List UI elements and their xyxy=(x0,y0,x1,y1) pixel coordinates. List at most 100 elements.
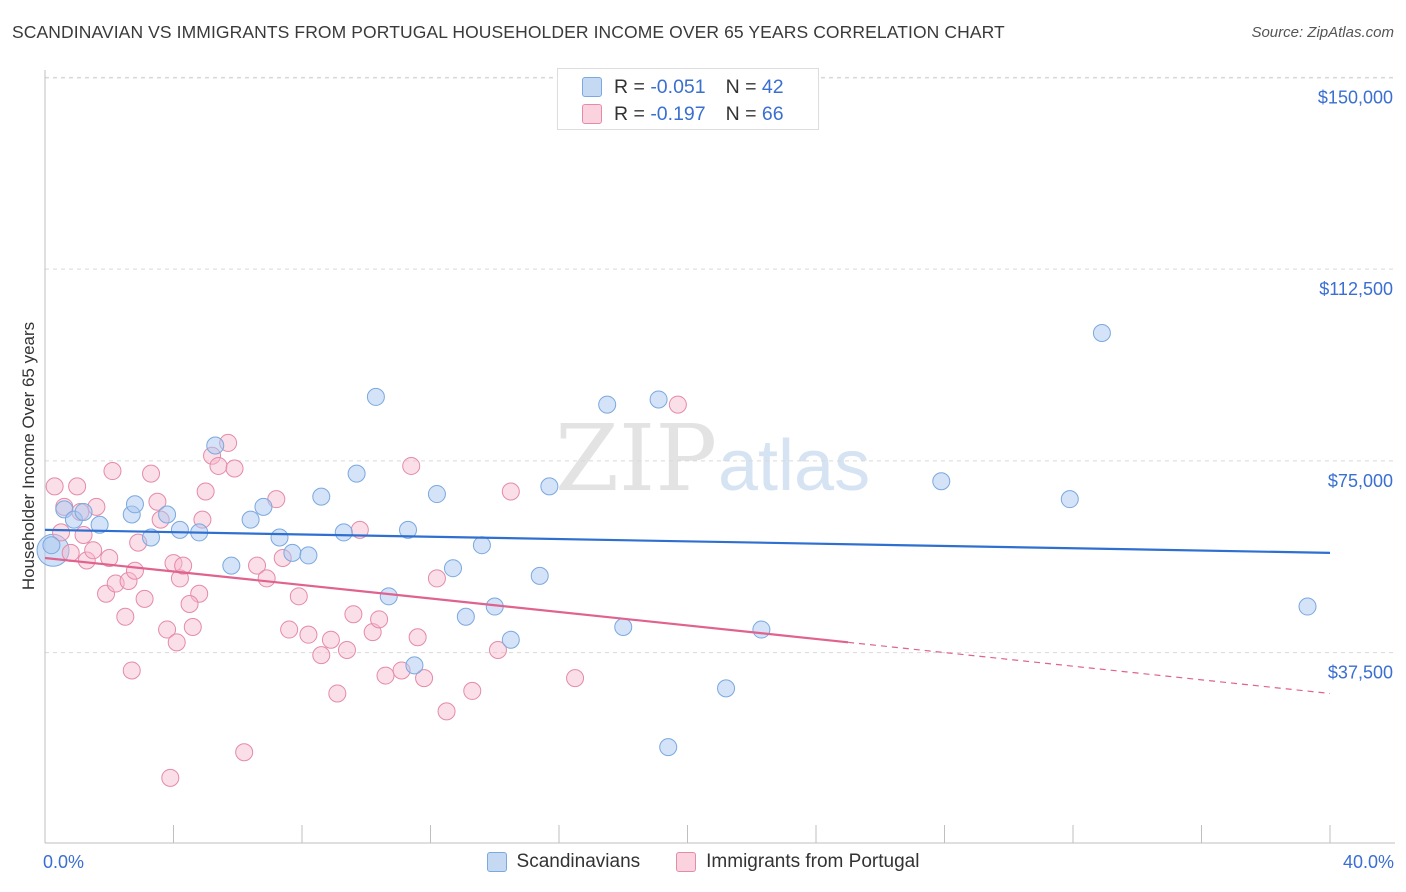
data-point-portugal xyxy=(180,594,199,613)
r-label: R = xyxy=(614,102,645,125)
watermark-zip: ZIP xyxy=(555,405,717,512)
r-value: -0.197 xyxy=(650,102,706,125)
data-point-portugal xyxy=(183,617,202,636)
data-point-scandinavians xyxy=(254,497,273,516)
portugal-legend-swatch xyxy=(676,852,697,872)
data-point-portugal xyxy=(167,633,186,652)
data-point-portugal xyxy=(312,646,331,665)
x-tick-max: 40.0% xyxy=(1342,852,1394,872)
data-point-scandinavians xyxy=(659,738,678,757)
scandinavians-legend-swatch xyxy=(486,852,507,872)
data-point-portugal xyxy=(408,628,427,647)
data-point-portugal xyxy=(427,569,446,588)
data-point-scandinavians xyxy=(158,505,177,524)
r-label: R = xyxy=(614,75,645,98)
data-point-scandinavians xyxy=(170,520,189,539)
y-tick-label: $112,500 xyxy=(1319,279,1393,299)
data-point-scandinavians xyxy=(206,436,225,455)
data-point-scandinavians xyxy=(405,656,424,675)
chart-title: SCANDINAVIAN VS IMMIGRANTS FROM PORTUGAL… xyxy=(12,22,1005,42)
data-point-scandinavians xyxy=(222,556,241,575)
data-point-scandinavians xyxy=(74,502,93,521)
data-point-portugal xyxy=(501,482,520,501)
data-point-portugal xyxy=(161,768,180,787)
data-point-scandinavians xyxy=(334,523,353,542)
data-point-portugal xyxy=(122,661,141,680)
data-point-portugal xyxy=(376,666,395,685)
data-point-portugal xyxy=(248,556,267,575)
scandinavians-swatch xyxy=(582,77,602,97)
data-point-scandinavians xyxy=(283,543,302,562)
data-point-portugal xyxy=(84,541,103,560)
data-point-scandinavians xyxy=(717,679,736,698)
data-point-portugal xyxy=(225,459,244,478)
data-point-scandinavians xyxy=(540,477,559,496)
data-point-scandinavians xyxy=(347,464,366,483)
data-point-scandinavians xyxy=(142,528,161,547)
data-point-portugal xyxy=(68,477,87,496)
stats-row-portugal: R = -0.197 N = 66 xyxy=(582,101,784,127)
portugal-swatch xyxy=(582,104,602,124)
n-value: 42 xyxy=(761,75,784,98)
trend-line-portugal-extrapolated xyxy=(848,641,1331,695)
trend-line-portugal xyxy=(44,556,849,644)
data-point-scandinavians xyxy=(1298,597,1317,616)
data-point-portugal xyxy=(148,492,167,511)
trend-line-scandinavians xyxy=(44,528,1331,554)
data-point-portugal xyxy=(235,743,254,762)
data-point-scandinavians xyxy=(456,607,475,626)
data-point-scandinavians xyxy=(366,387,385,406)
data-point-portugal xyxy=(280,620,299,639)
source-label: Source: ZipAtlas.com xyxy=(1251,24,1394,41)
n-value: 66 xyxy=(761,102,784,125)
stats-row-scandinavians: R = -0.051 N = 42 xyxy=(582,74,784,100)
data-point-scandinavians xyxy=(501,630,520,649)
stats-legend: R = -0.051 N = 42 R = -0.197 N = 66 xyxy=(557,68,819,130)
y-axis-label: Householder Income Over 65 years xyxy=(19,321,38,591)
y-tick-label: $150,000 xyxy=(1318,87,1393,107)
data-point-portugal xyxy=(337,641,356,660)
n-label: N = xyxy=(725,75,757,98)
data-point-portugal xyxy=(415,669,434,688)
data-point-scandinavians xyxy=(312,487,331,506)
legend-item-scandinavians[interactable]: Scandinavians xyxy=(486,851,641,873)
data-point-portugal xyxy=(52,523,71,542)
watermark-atlas: atlas xyxy=(718,426,870,506)
data-point-portugal xyxy=(257,569,276,588)
data-point-portugal xyxy=(119,571,138,590)
legend-item-portugal[interactable]: Immigrants from Portugal xyxy=(676,851,919,873)
data-point-portugal xyxy=(103,462,122,481)
data-point-portugal xyxy=(437,702,456,721)
data-point-scandinavians xyxy=(427,485,446,504)
data-point-scandinavians xyxy=(472,536,491,555)
data-point-scandinavians xyxy=(649,390,668,409)
data-point-portugal xyxy=(142,464,161,483)
data-point-portugal xyxy=(158,620,177,639)
legend-label: Scandinavians xyxy=(516,851,641,872)
data-point-portugal xyxy=(196,482,215,501)
data-point-scandinavians xyxy=(379,587,398,606)
data-point-portugal xyxy=(566,669,585,688)
data-point-portugal xyxy=(45,477,64,496)
data-point-scandinavians xyxy=(530,566,549,585)
data-point-scandinavians xyxy=(752,620,771,639)
y-tick-label: $75,000 xyxy=(1328,471,1393,491)
data-point-scandinavians xyxy=(443,559,462,578)
data-point-portugal xyxy=(344,605,363,624)
data-point-portugal xyxy=(328,684,347,703)
data-point-scandinavians xyxy=(598,395,617,414)
data-point-portugal xyxy=(135,589,154,608)
data-point-portugal xyxy=(668,395,687,414)
r-value: -0.051 xyxy=(650,75,706,98)
bottom-legend: Scandinavians Immigrants from Portugal xyxy=(0,851,1406,873)
data-point-scandinavians xyxy=(241,510,260,529)
data-point-scandinavians xyxy=(299,546,318,565)
data-point-scandinavians xyxy=(614,617,633,636)
data-point-scandinavians xyxy=(270,528,289,547)
data-point-portugal xyxy=(370,610,389,629)
data-point-portugal xyxy=(61,543,80,562)
data-point-portugal xyxy=(463,681,482,700)
data-point-portugal xyxy=(174,556,193,575)
data-point-scandinavians xyxy=(90,515,109,534)
